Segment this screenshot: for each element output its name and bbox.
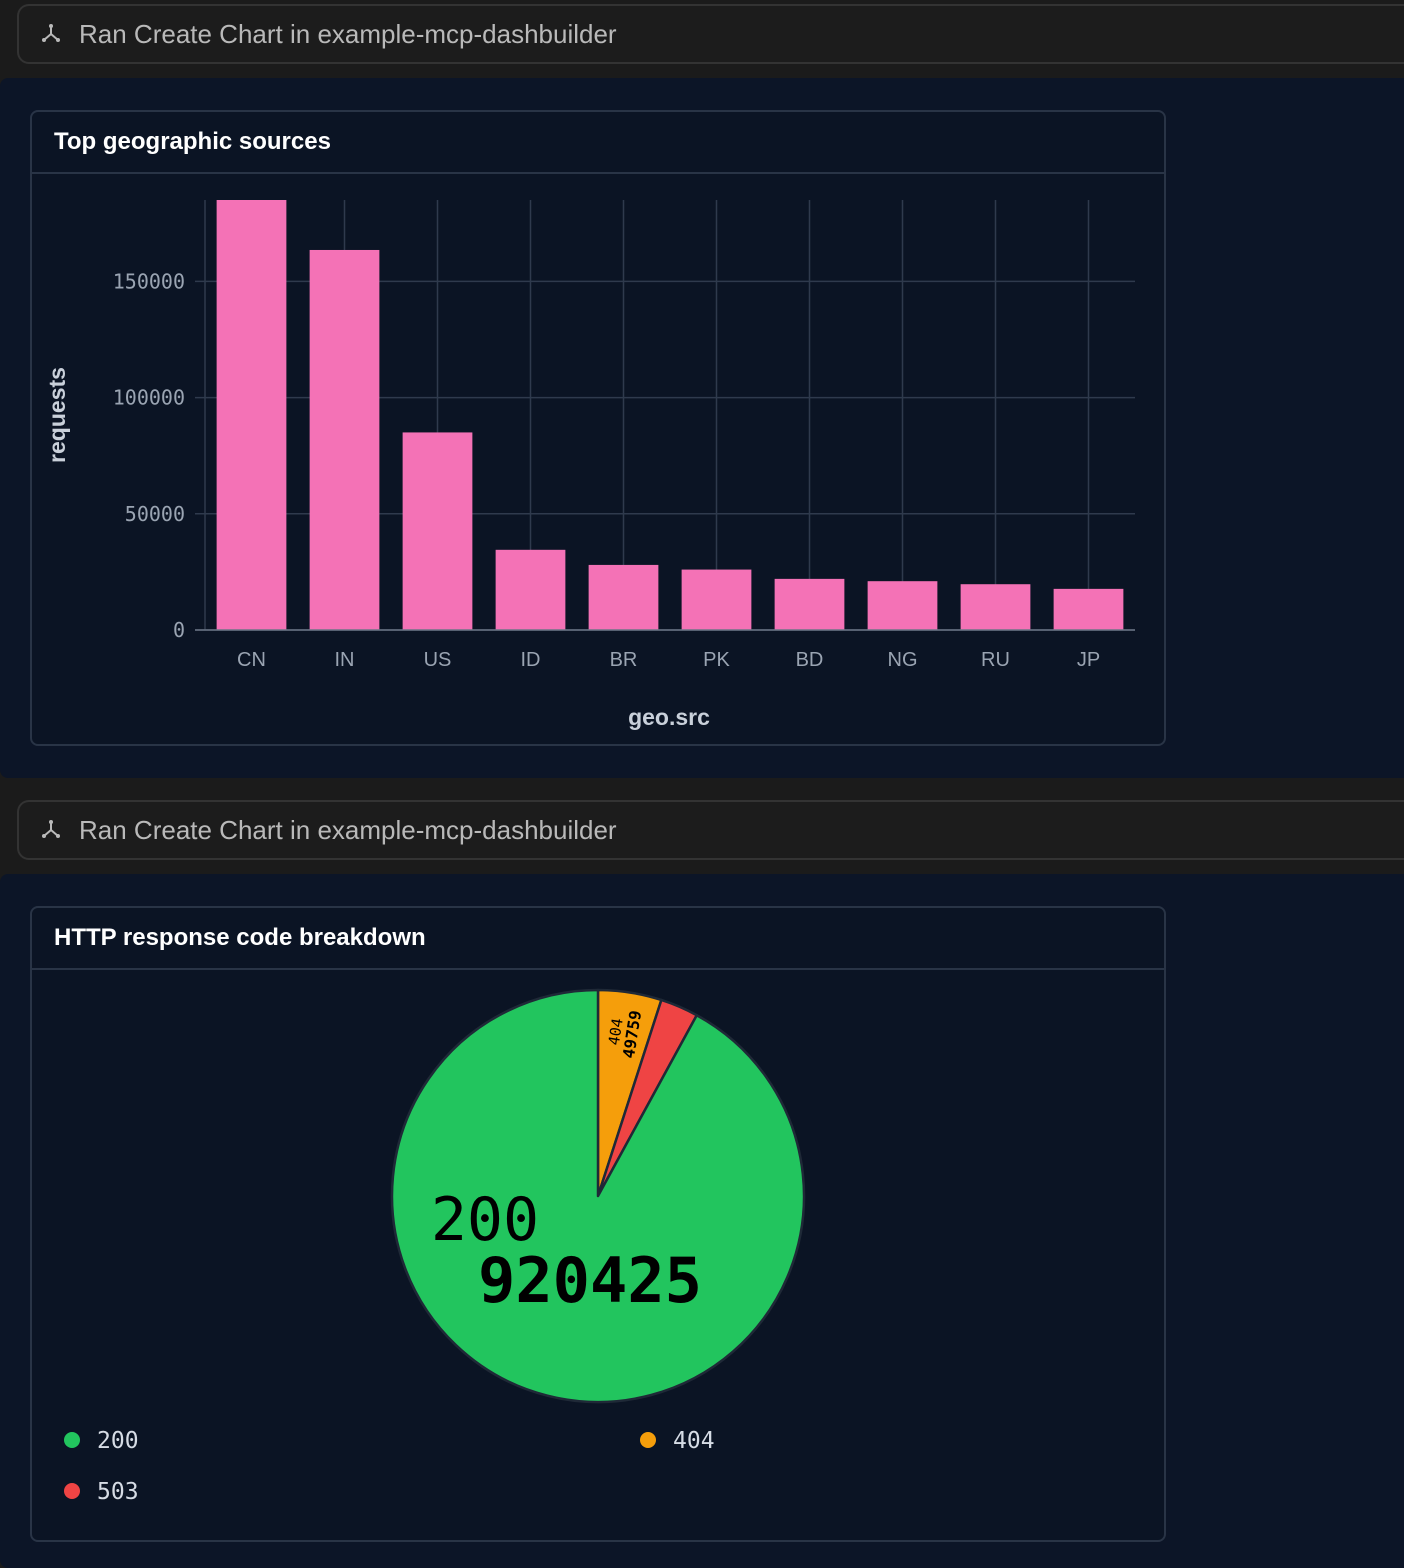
y-tick-label: 50000: [125, 502, 185, 526]
legend-label: 503: [97, 1479, 139, 1505]
legend-swatch: [64, 1483, 80, 1499]
legend-swatch: [64, 1432, 80, 1448]
y-tick-label: 100000: [113, 386, 185, 410]
bar: [867, 581, 938, 630]
x-tick-label: IN: [335, 649, 355, 671]
legend-label: 404: [673, 1428, 715, 1454]
pie-slice-200: [390, 988, 806, 1404]
x-tick-label: ID: [521, 649, 541, 671]
bar-chart: 0 50000 100000 150000 CN IN US ID BR PK BD NG RU JP ge…: [44, 200, 1135, 730]
x-tick-label: NG: [888, 649, 918, 671]
bar: [495, 549, 566, 630]
legend-swatch: [640, 1432, 656, 1448]
tool-call-bar[interactable]: Ran Create Chart in example-mcp-dashbuil…: [17, 800, 1404, 860]
x-tick-label: BR: [610, 649, 638, 671]
tool-call-text: Ran Create Chart in example-mcp-dashbuil…: [79, 18, 617, 49]
legend-label: 200: [97, 1428, 139, 1454]
x-tick-label: BD: [796, 649, 824, 671]
x-tick-label: PK: [703, 649, 730, 671]
tool-call-bar[interactable]: Ran Create Chart in example-mcp-dashbuil…: [17, 4, 1404, 64]
bar: [402, 432, 473, 630]
mcp-tool-icon: [42, 24, 60, 42]
y-tick-label: 0: [173, 618, 185, 642]
x-tick-label: JP: [1077, 649, 1100, 671]
y-tick-label: 150000: [113, 269, 185, 293]
x-tick-label: US: [424, 649, 452, 671]
x-tick-label: RU: [981, 649, 1010, 671]
pie-chart-card: HTTP response code breakdown 200 920425 40…: [30, 906, 1166, 1542]
bar: [1053, 588, 1124, 630]
y-axis-title: requests: [44, 367, 70, 463]
bar: [309, 249, 380, 631]
bar: [681, 569, 752, 630]
chart-title: HTTP response code breakdown: [32, 908, 1164, 970]
slice-label-code: 200: [431, 1185, 539, 1255]
chart-title: Top geographic sources: [32, 112, 1164, 174]
x-tick-label: CN: [237, 649, 266, 671]
bar: [774, 578, 845, 630]
bar: [588, 564, 659, 630]
bar-chart-card: Top geographic sources 0 50000 100000 15000…: [30, 110, 1166, 746]
bar: [960, 584, 1031, 630]
tool-call-text: Ran Create Chart in example-mcp-dashbuil…: [79, 814, 617, 845]
mcp-tool-icon: [42, 820, 60, 838]
slice-label-value: 920425: [478, 1244, 702, 1317]
x-axis-title: geo.src: [628, 704, 710, 730]
slice-label-code: 404: [605, 1017, 627, 1047]
bar: [216, 200, 287, 630]
